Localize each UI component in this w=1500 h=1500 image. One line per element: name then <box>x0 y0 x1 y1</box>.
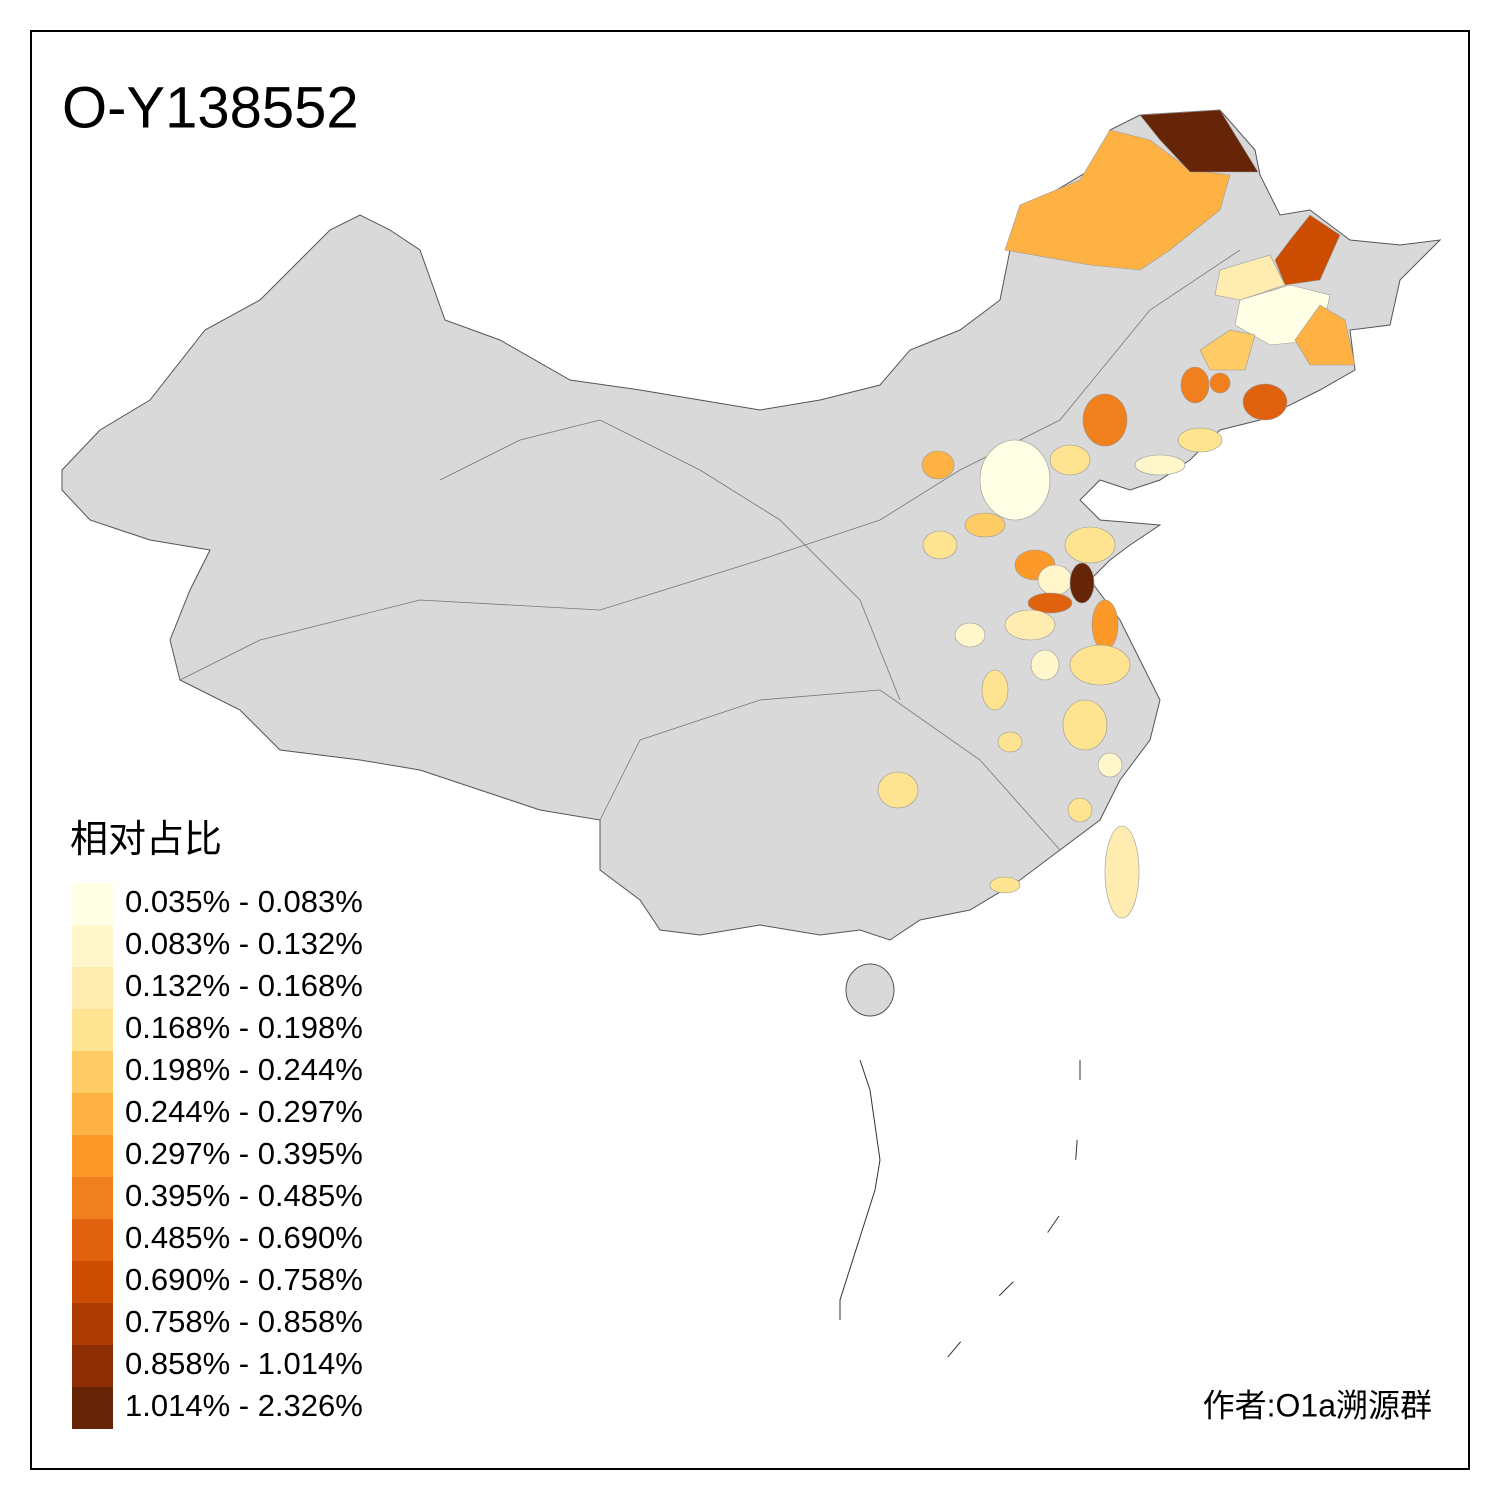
legend-label: 0.198% - 0.244% <box>125 1052 363 1087</box>
province-border <box>439 419 901 701</box>
region <box>1082 393 1128 447</box>
legend-swatch <box>72 1051 113 1093</box>
legend: 0.035% - 0.083% 0.083% - 0.132% 0.132% - 0… <box>72 883 363 1429</box>
legend-label: 0.858% - 1.014% <box>125 1346 363 1381</box>
region <box>1091 599 1119 651</box>
region <box>877 771 919 809</box>
nine-dash-line <box>919 1060 1081 1391</box>
region <box>1242 383 1288 421</box>
legend-label: 0.083% - 0.132% <box>125 926 363 961</box>
region <box>1294 304 1356 366</box>
legend-label: 0.758% - 0.858% <box>125 1304 363 1339</box>
map-title: O-Y138552 <box>62 75 359 140</box>
legend-swatch <box>72 1219 113 1261</box>
region <box>1214 254 1286 301</box>
legend-label: 0.035% - 0.083% <box>125 884 363 919</box>
region <box>1030 649 1060 681</box>
legend-swatch <box>72 1261 113 1303</box>
region <box>1180 366 1210 404</box>
region <box>1004 609 1056 641</box>
region <box>997 731 1023 753</box>
region <box>964 512 1006 538</box>
region <box>1027 592 1073 614</box>
region <box>954 622 986 648</box>
legend-swatch <box>72 1177 113 1219</box>
legend-swatch <box>72 925 113 967</box>
region <box>1037 564 1073 596</box>
region <box>1104 825 1140 919</box>
legend-swatch <box>72 967 113 1009</box>
region <box>1069 562 1095 604</box>
region <box>1069 644 1131 686</box>
legend-title: 相对占比 <box>70 819 222 861</box>
region <box>1209 372 1231 394</box>
region <box>922 530 958 560</box>
legend-swatch <box>72 1135 113 1177</box>
region <box>1097 752 1123 778</box>
region <box>921 450 955 480</box>
author-note: 作者:O1a溯源群 <box>1203 1387 1432 1423</box>
region <box>1139 109 1259 173</box>
legend-swatch <box>72 1387 113 1429</box>
province-border <box>599 689 1061 851</box>
legend-label: 0.297% - 0.395% <box>125 1136 363 1171</box>
region <box>1199 329 1256 371</box>
region <box>1064 526 1116 564</box>
region <box>1049 444 1091 476</box>
legend-label: 0.132% - 0.168% <box>125 968 363 1003</box>
legend-label: 0.485% - 0.690% <box>125 1220 363 1255</box>
region <box>1177 427 1223 453</box>
province-border <box>179 249 1241 681</box>
region <box>981 669 1009 711</box>
region <box>1067 797 1093 823</box>
region <box>1004 129 1231 271</box>
legend-swatch <box>72 1303 113 1345</box>
region <box>1134 454 1186 476</box>
legend-label: 0.168% - 0.198% <box>125 1010 363 1045</box>
legend-swatch <box>72 1093 113 1135</box>
region <box>979 439 1051 521</box>
nine-dash-line <box>839 1059 881 1320</box>
legend-swatch <box>72 1345 113 1387</box>
legend-label: 0.244% - 0.297% <box>125 1094 363 1129</box>
legend-label: 0.690% - 0.758% <box>125 1262 363 1297</box>
legend-label: 0.395% - 0.485% <box>125 1178 363 1213</box>
hainan <box>845 963 895 1017</box>
legend-swatch <box>72 883 113 925</box>
region <box>1274 214 1341 286</box>
region <box>1062 699 1108 751</box>
legend-swatch <box>72 1009 113 1051</box>
region <box>989 876 1021 894</box>
legend-label: 1.014% - 2.326% <box>125 1388 363 1423</box>
china-map <box>61 109 1442 1391</box>
